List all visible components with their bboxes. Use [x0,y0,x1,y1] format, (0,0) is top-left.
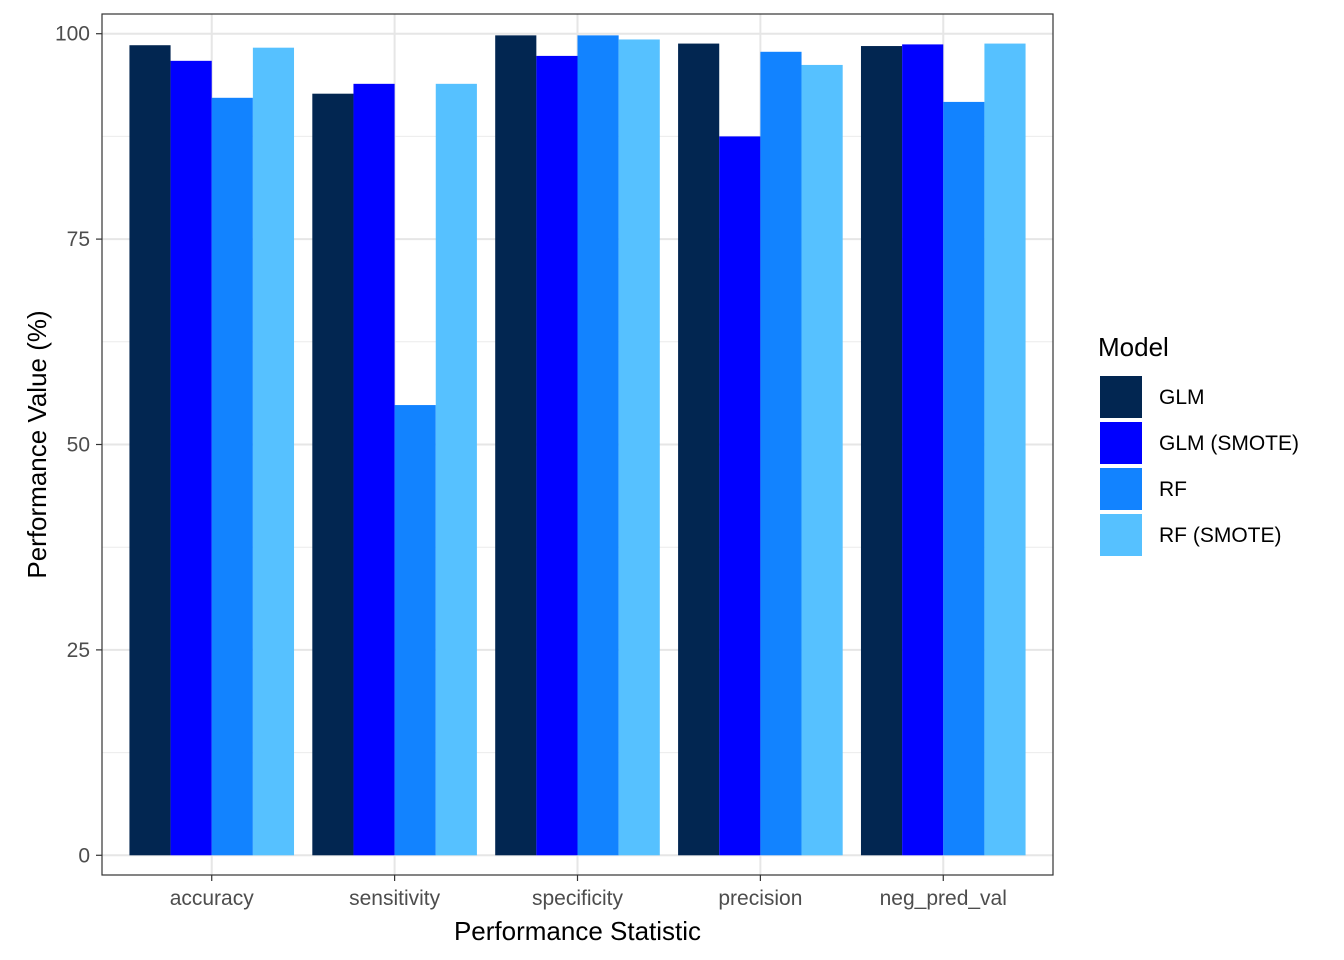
legend-label: GLM [1159,386,1205,409]
bar [312,93,354,856]
bar [618,39,660,856]
legend-label: RF [1159,478,1187,501]
bar [860,46,903,856]
bar [211,97,253,856]
legend-key [1100,422,1142,464]
bar [435,83,477,856]
y-tick-label: 100 [55,23,90,46]
y-axis: 0 25 50 75 100 [55,23,102,867]
legend-label: GLM (SMOTE) [1159,432,1299,455]
bar [129,45,171,856]
bar [801,64,843,856]
bar [170,60,212,856]
bar [678,43,720,856]
y-tick-label: 0 [78,844,90,867]
bar [719,136,761,856]
bar [495,35,537,856]
bar [252,47,295,856]
x-tick-label: sensitivity [349,887,441,910]
bar [902,44,944,856]
legend-label: RF (SMOTE) [1159,524,1281,547]
bar [760,51,802,856]
bar [984,43,1026,856]
legend-key [1100,376,1142,418]
y-tick-label: 25 [67,639,90,662]
x-tick-label: accuracy [170,887,255,910]
y-tick-label: 50 [67,434,90,457]
x-tick-label: specificity [532,887,624,910]
bar [536,55,578,856]
bar [394,405,436,856]
bar [353,83,395,856]
bar [943,101,985,856]
legend-key [1100,514,1142,556]
y-axis-title: Performance Value (%) [22,310,52,578]
legend-title: Model [1098,332,1169,362]
x-tick-label: precision [718,887,802,910]
y-tick-label: 75 [67,228,90,251]
x-axis: accuracy sensitivity specificity precision n… [170,875,1007,910]
bars [129,35,1026,856]
x-tick-label: neg_pred_val [880,887,1007,910]
x-axis-title: Performance Statistic [454,916,701,946]
bar [577,35,619,856]
legend: Model GLM GLM (SMOTE) RF RF (SMOTE) [1098,332,1299,556]
legend-key [1100,468,1142,510]
